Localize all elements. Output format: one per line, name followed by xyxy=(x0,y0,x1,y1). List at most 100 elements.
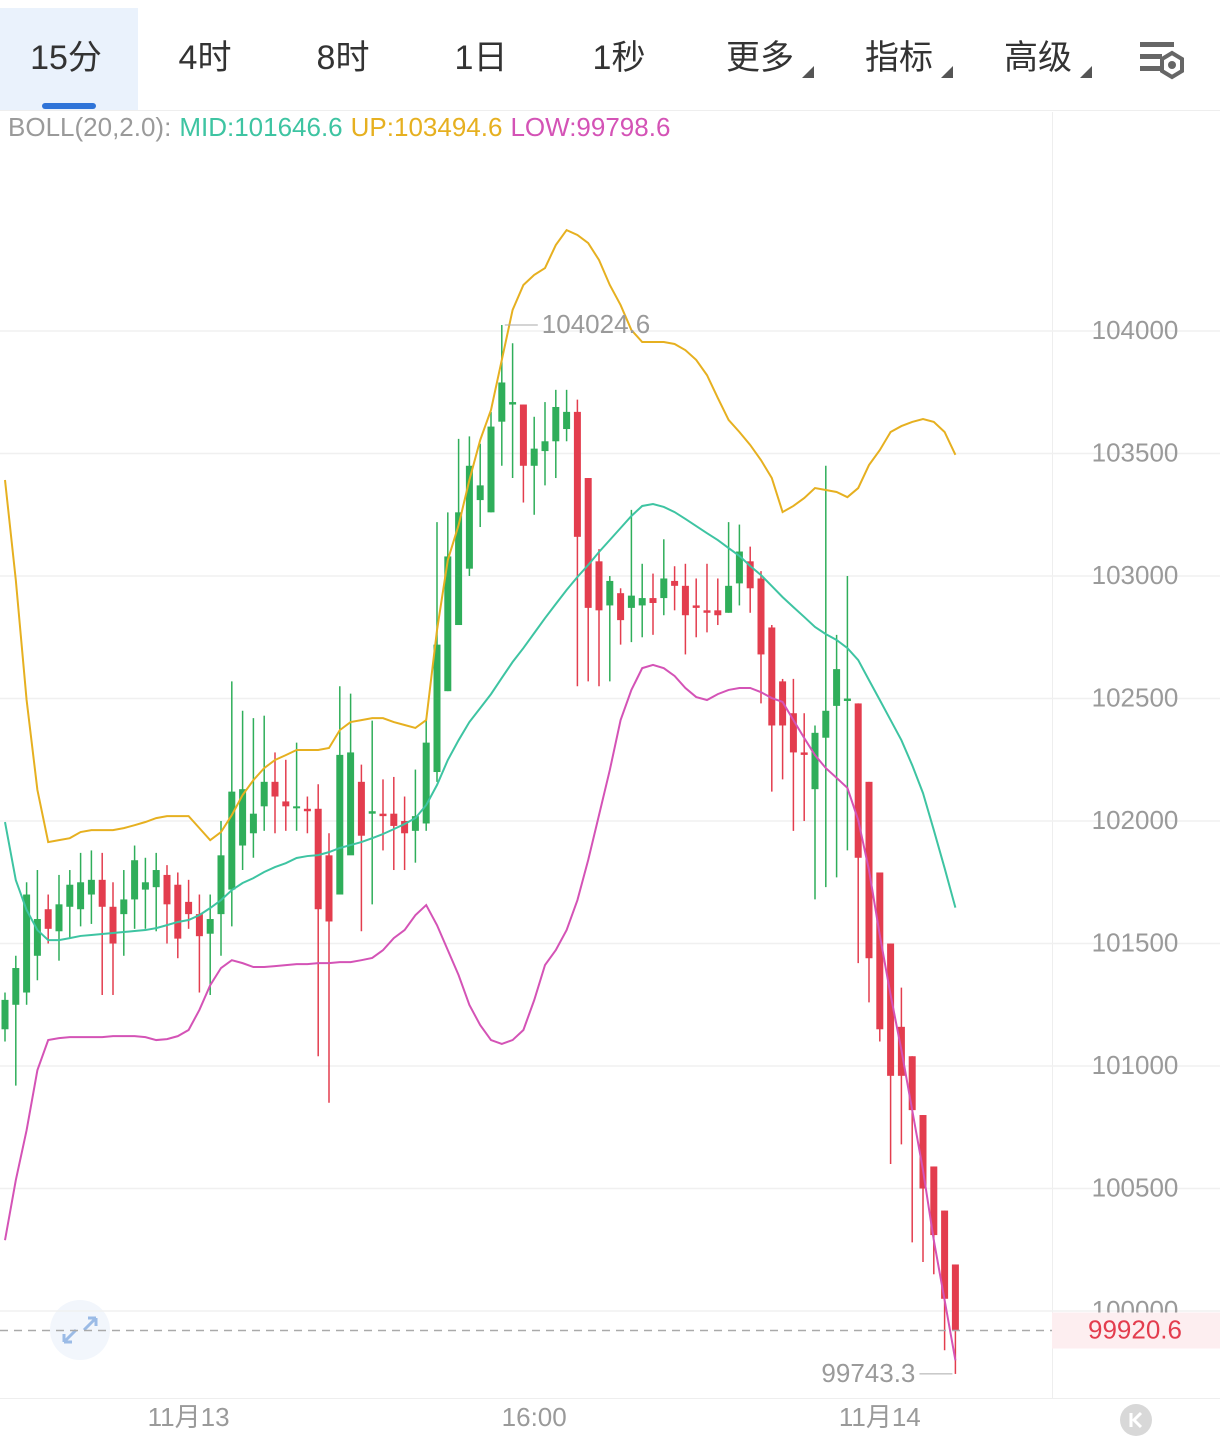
legend-entry: MID:101646.6 xyxy=(179,112,342,142)
icon-hex xyxy=(1160,50,1184,80)
candle-body xyxy=(919,1115,927,1189)
candle-body xyxy=(23,894,31,993)
candle-body xyxy=(77,882,85,910)
candle-body xyxy=(703,610,711,613)
candle-body xyxy=(163,874,171,905)
candle-body xyxy=(55,904,63,932)
candle-body xyxy=(98,879,106,907)
tab[interactable]: 1日 xyxy=(455,39,508,77)
tab[interactable]: 更多 xyxy=(726,39,794,77)
candle-body xyxy=(951,1264,959,1331)
y-tick-label: 101500 xyxy=(1092,927,1179,957)
boll-line xyxy=(4,502,957,942)
candle-body xyxy=(638,598,646,606)
candle-body xyxy=(131,860,139,900)
candle-body xyxy=(541,441,549,452)
candle-body xyxy=(476,485,484,501)
candle-body xyxy=(336,754,344,895)
last-price-label: 99920.6 xyxy=(1088,1314,1182,1344)
candle-body xyxy=(12,968,20,1005)
candle-body xyxy=(433,644,441,773)
candle-body xyxy=(887,943,895,1076)
candle-body xyxy=(303,808,311,812)
icon-bar xyxy=(1140,42,1174,47)
scroll-icon xyxy=(1129,1411,1143,1429)
candle-body xyxy=(282,801,290,807)
dropdown-caret xyxy=(1080,66,1092,78)
candle-body xyxy=(833,669,841,706)
candle-body xyxy=(606,580,614,606)
active-tab-bg xyxy=(0,8,138,110)
candle-body xyxy=(271,781,279,797)
expand-arrows xyxy=(62,1316,98,1344)
tab[interactable]: 8时 xyxy=(317,39,370,77)
expand-bg xyxy=(50,1300,110,1360)
candle-body xyxy=(595,561,603,611)
icon-bar xyxy=(1140,54,1162,59)
candle-body xyxy=(455,512,463,626)
candle-body xyxy=(347,752,355,856)
candle-body xyxy=(811,732,819,790)
candle-body xyxy=(735,551,743,584)
y-tick-label: 100500 xyxy=(1092,1172,1179,1202)
candle-body xyxy=(941,1210,949,1299)
candle-body xyxy=(660,578,668,599)
candle-body xyxy=(293,806,301,809)
candle-body xyxy=(379,813,387,817)
candle-body xyxy=(627,595,635,608)
candle-body xyxy=(757,578,765,655)
candle-body xyxy=(314,808,322,910)
candle-body xyxy=(109,906,117,944)
candle-body xyxy=(120,899,128,915)
candle-body xyxy=(228,791,236,890)
candle-body xyxy=(390,813,398,826)
candle-body xyxy=(714,610,722,616)
dropdown-caret xyxy=(802,66,814,78)
y-tick-label: 104000 xyxy=(1092,315,1179,345)
x-tick-label: 11月13 xyxy=(148,1402,230,1432)
candle-body xyxy=(368,811,376,814)
candle-body xyxy=(195,914,203,937)
y-tick-label: 103000 xyxy=(1092,560,1179,590)
candle-body xyxy=(725,585,733,613)
candle-body xyxy=(422,742,430,824)
candle-body xyxy=(617,593,625,621)
candle-body xyxy=(649,598,657,603)
y-tick-label: 103500 xyxy=(1092,437,1179,467)
tab[interactable]: 高级 xyxy=(1004,39,1072,77)
x-tick-label: 11月14 xyxy=(839,1402,921,1432)
candle-body xyxy=(552,406,560,442)
settings-icon[interactable] xyxy=(1140,42,1184,80)
scroll-latest-button[interactable] xyxy=(1120,1404,1152,1436)
boll-line xyxy=(4,228,957,844)
icon-dot xyxy=(1168,61,1176,69)
candle-body xyxy=(498,382,506,422)
candle-body xyxy=(908,1056,916,1111)
active-tab-indicator xyxy=(42,103,96,109)
candle-body xyxy=(692,605,700,608)
candle-body xyxy=(843,698,851,701)
candle-body xyxy=(325,855,333,922)
candle-body xyxy=(584,478,592,608)
candle-body xyxy=(1,999,9,1030)
dropdown-caret xyxy=(941,66,953,78)
candle-body xyxy=(800,752,808,755)
candle-body xyxy=(401,821,409,834)
candle-body xyxy=(573,411,581,537)
legend-entry: LOW:99798.6 xyxy=(510,112,670,142)
candle-body xyxy=(854,703,862,858)
candle-body xyxy=(746,561,754,589)
candle-body xyxy=(66,884,74,907)
tab[interactable]: 15分 xyxy=(30,39,102,77)
expand-button[interactable] xyxy=(50,1300,110,1360)
tab[interactable]: 4时 xyxy=(179,39,232,77)
candle-body xyxy=(87,879,95,895)
candle-body xyxy=(152,870,160,888)
candle-body xyxy=(260,781,268,807)
tab[interactable]: 指标 xyxy=(865,39,933,77)
candle-body xyxy=(563,411,571,430)
candle-body xyxy=(876,872,884,1030)
tab[interactable]: 1秒 xyxy=(593,39,646,77)
